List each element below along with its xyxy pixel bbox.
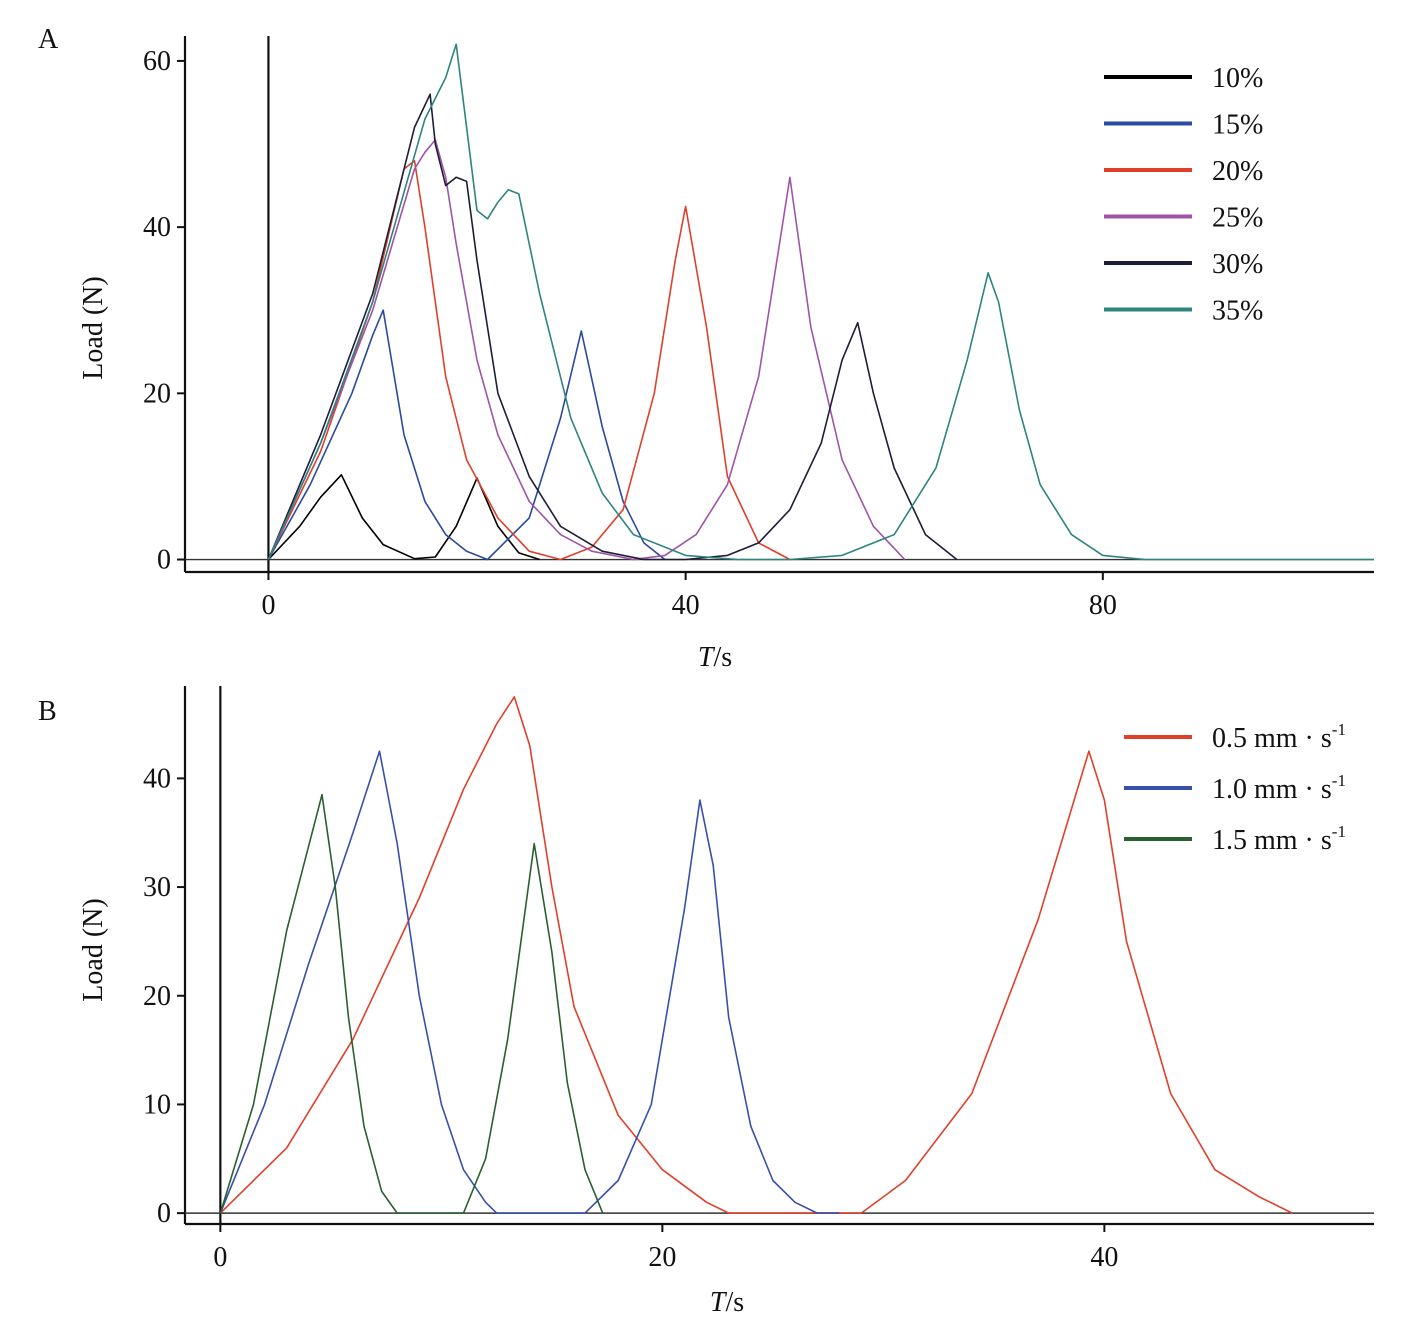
panel-b-x-title-italic: T bbox=[710, 1287, 728, 1318]
panel-a-x-title-rest: /s bbox=[713, 642, 732, 673]
panel-a-series-3 bbox=[267, 139, 906, 561]
panel-b-xtick-label-20: 20 bbox=[648, 1242, 676, 1273]
panel-b-series-2 bbox=[219, 793, 604, 1214]
panel-b-series-0 bbox=[219, 696, 1293, 1214]
panel-a-series-0 bbox=[267, 473, 540, 561]
panel-a-legend-label-5: 35% bbox=[1212, 296, 1263, 327]
panel-a-series-4 bbox=[267, 93, 958, 561]
panel-a-ytick-label-20: 20 bbox=[143, 378, 171, 409]
panel-b-xtick-label-40: 40 bbox=[1090, 1242, 1118, 1273]
panel-b-legend: 0.5 mm · s-1 1.0 mm · s-1 1.5 mm · s-1 bbox=[1124, 720, 1346, 856]
panel-b-ytick-label-0: 0 bbox=[157, 1198, 171, 1229]
panel-b-label: B bbox=[38, 696, 57, 727]
panel-b: B 0 10 20 30 40 0 20 40 Load (N) T/s 0.5 mm · s… bbox=[38, 686, 1374, 1318]
panel-a-legend-label-4: 30% bbox=[1212, 249, 1263, 280]
panel-b-ticks: 0 10 20 30 40 0 20 40 bbox=[143, 763, 1118, 1273]
panel-a-legend-label-0: 10% bbox=[1212, 63, 1263, 94]
panel-a-x-title-italic: T bbox=[698, 642, 716, 673]
panel-b-x-title-rest: /s bbox=[725, 1287, 744, 1318]
panel-b-ytick-label-40: 40 bbox=[143, 763, 171, 794]
panel-a-xtick-label-80: 80 bbox=[1089, 590, 1117, 621]
panel-b-axes bbox=[183, 686, 1374, 1226]
panel-a: A 0 20 40 60 0 40 80 Load (N) T/s 10% 15% 20% 25%… bbox=[38, 24, 1374, 673]
panel-b-xtick-label-0: 0 bbox=[213, 1242, 227, 1273]
panel-b-series bbox=[219, 696, 1293, 1214]
panel-a-legend-label-1: 15% bbox=[1212, 110, 1263, 141]
panel-b-x-title: T/s bbox=[710, 1287, 744, 1318]
panel-a-ticks: 0 20 40 60 0 40 80 bbox=[143, 46, 1117, 621]
panel-a-ytick-label-60: 60 bbox=[143, 46, 171, 77]
panel-a-series-1 bbox=[267, 309, 666, 561]
panel-a-legend: 10% 15% 20% 25% 30% 35% bbox=[1104, 63, 1263, 327]
panel-a-ytick-label-0: 0 bbox=[157, 545, 171, 576]
panel-b-y-title: Load (N) bbox=[78, 898, 109, 1001]
panel-a-xtick-label-40: 40 bbox=[672, 590, 700, 621]
panel-b-ytick-label-20: 20 bbox=[143, 981, 171, 1012]
panel-b-legend-label-1: 1.0 mm · s-1 bbox=[1212, 771, 1346, 805]
panel-a-series-5 bbox=[267, 43, 1374, 561]
panel-a-legend-label-2: 20% bbox=[1212, 156, 1263, 187]
panel-a-series-2 bbox=[267, 159, 791, 561]
panel-a-legend-label-3: 25% bbox=[1212, 203, 1263, 234]
panel-a-label: A bbox=[38, 24, 59, 55]
panel-a-xtick-label-0: 0 bbox=[261, 590, 275, 621]
panel-a-y-title: Load (N) bbox=[78, 276, 109, 379]
panel-b-legend-label-2: 1.5 mm · s-1 bbox=[1212, 822, 1346, 856]
panel-a-x-title: T/s bbox=[698, 642, 732, 673]
panel-b-ytick-label-30: 30 bbox=[143, 872, 171, 903]
panel-b-ytick-label-10: 10 bbox=[143, 1089, 171, 1120]
panel-a-axes bbox=[183, 36, 1374, 574]
panel-a-series bbox=[267, 43, 1374, 561]
panel-b-series-1 bbox=[219, 750, 840, 1214]
panel-a-ytick-label-40: 40 bbox=[143, 212, 171, 243]
panel-b-legend-label-0: 0.5 mm · s-1 bbox=[1212, 720, 1346, 754]
